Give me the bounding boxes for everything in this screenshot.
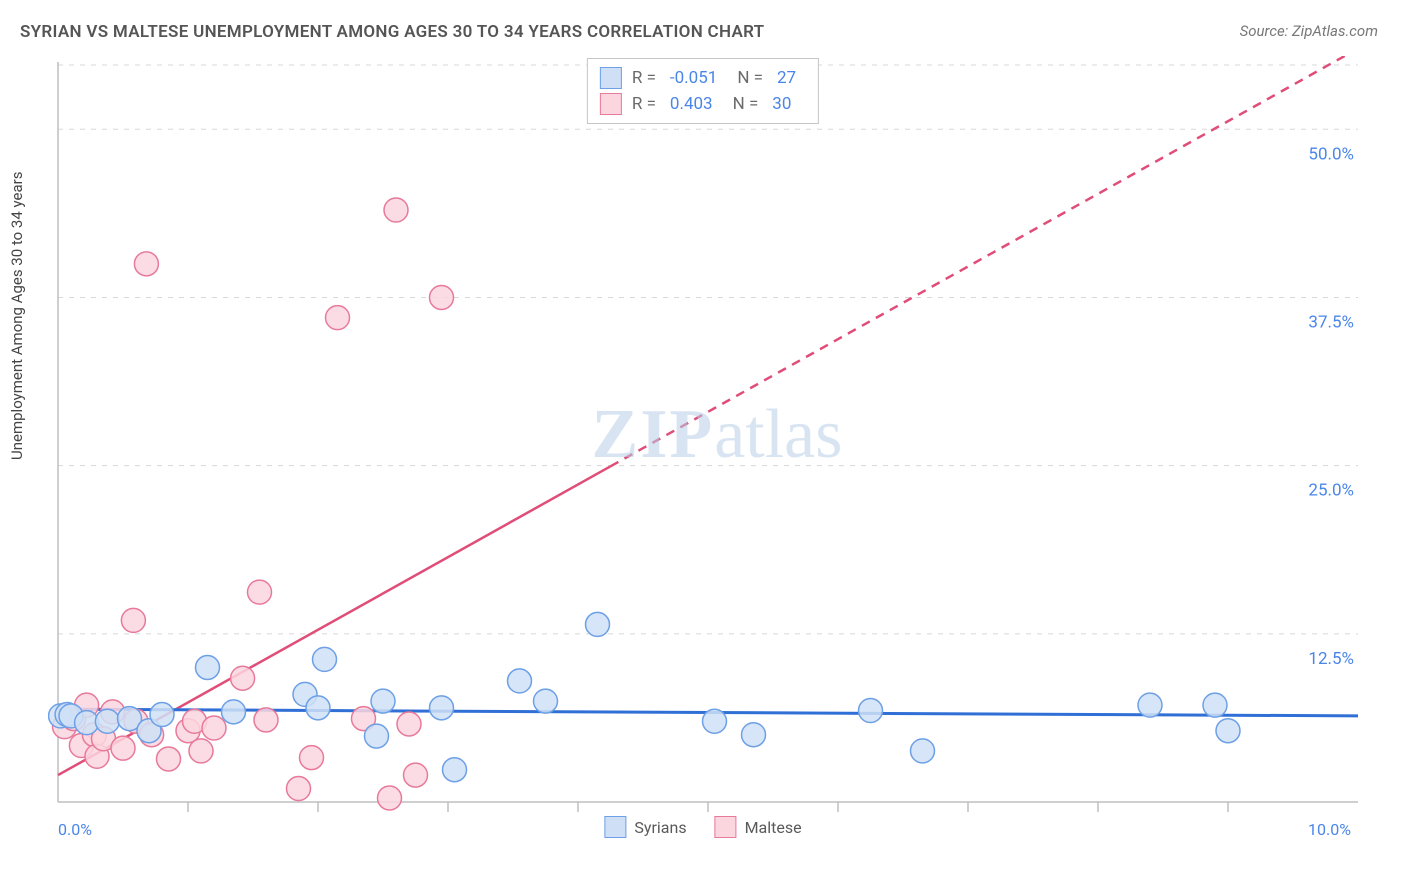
svg-text:37.5%: 37.5% xyxy=(1308,312,1354,332)
legend-swatch xyxy=(715,816,737,838)
stat-n-label: N = xyxy=(733,94,759,114)
plot-svg: 12.5% 25.0% 37.5% 50.0% xyxy=(48,56,1386,830)
stat-r-label: R = xyxy=(632,68,656,88)
stat-r-value: 0.403 xyxy=(666,94,723,114)
legend-series-label: Syrians xyxy=(634,818,686,837)
legend-swatch xyxy=(600,67,622,89)
chart-title: SYRIAN VS MALTESE UNEMPLOYMENT AMONG AGE… xyxy=(20,22,764,42)
stat-r-label: R = xyxy=(632,94,656,114)
legend-swatch xyxy=(604,816,626,838)
stat-n-value: 27 xyxy=(773,68,806,88)
scatter-plot: ZIPatlas 12.5%25.0%37.5%50.0% 0.0%10.0% xyxy=(48,56,1386,830)
svg-text:25.0%: 25.0% xyxy=(1308,481,1354,501)
x-tick-label: 10.0% xyxy=(1308,820,1351,839)
svg-text:50.0%: 50.0% xyxy=(1308,144,1354,164)
x-tick-label: 0.0% xyxy=(58,820,92,839)
svg-text:12.5%: 12.5% xyxy=(1308,649,1354,669)
y-axis-label: Unemployment Among Ages 30 to 34 years xyxy=(8,172,26,460)
legend-series-label: Maltese xyxy=(745,818,802,837)
source-attribution: Source: ZipAtlas.com xyxy=(1240,22,1378,40)
series-legend: Syrians Maltese xyxy=(604,816,801,838)
stat-n-value: 30 xyxy=(768,94,801,114)
stat-r-value: -0.051 xyxy=(666,68,727,88)
legend-swatch xyxy=(600,93,622,115)
stat-n-label: N = xyxy=(737,68,763,88)
stats-legend: R =-0.051N =27R = 0.403N =30 xyxy=(587,58,819,124)
